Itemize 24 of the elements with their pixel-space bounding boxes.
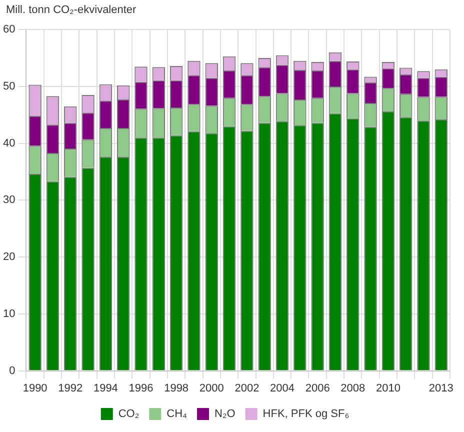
x-tick-label: 1990	[22, 382, 48, 394]
legend-label: N₂O	[214, 408, 236, 420]
y-tick-label: 10	[2, 308, 16, 320]
x-tick-label: 1994	[93, 382, 118, 394]
x-tick-label: 2010	[376, 382, 400, 394]
legend-label: HFK, PFK og SF₆	[262, 408, 350, 420]
x-tick-label: 2013	[428, 382, 454, 394]
y-tick-label: 40	[2, 137, 16, 150]
x-tick-label: 1992	[58, 382, 83, 394]
y-axis-title: Mill. tonn CO₂-ekvivalenter	[5, 3, 138, 18]
y-tick-label: 0	[9, 364, 16, 377]
x-tick-label: 2004	[270, 382, 294, 394]
legend-label: CH₄	[166, 408, 188, 420]
legend-label: CO₂	[118, 408, 140, 420]
x-tick-label: 2002	[234, 382, 260, 394]
x-tick-label: 2008	[340, 382, 366, 394]
x-tick-label: 1998	[164, 382, 189, 394]
y-tick-label: 50	[2, 80, 16, 92]
x-tick-label: 2006	[305, 382, 330, 394]
x-tick-label: 1996	[128, 382, 154, 394]
x-tick-label: 2000	[199, 382, 224, 394]
y-tick-label: 20	[2, 251, 16, 264]
y-tick-label: 30	[2, 194, 16, 206]
y-tick-label: 60	[2, 24, 16, 36]
